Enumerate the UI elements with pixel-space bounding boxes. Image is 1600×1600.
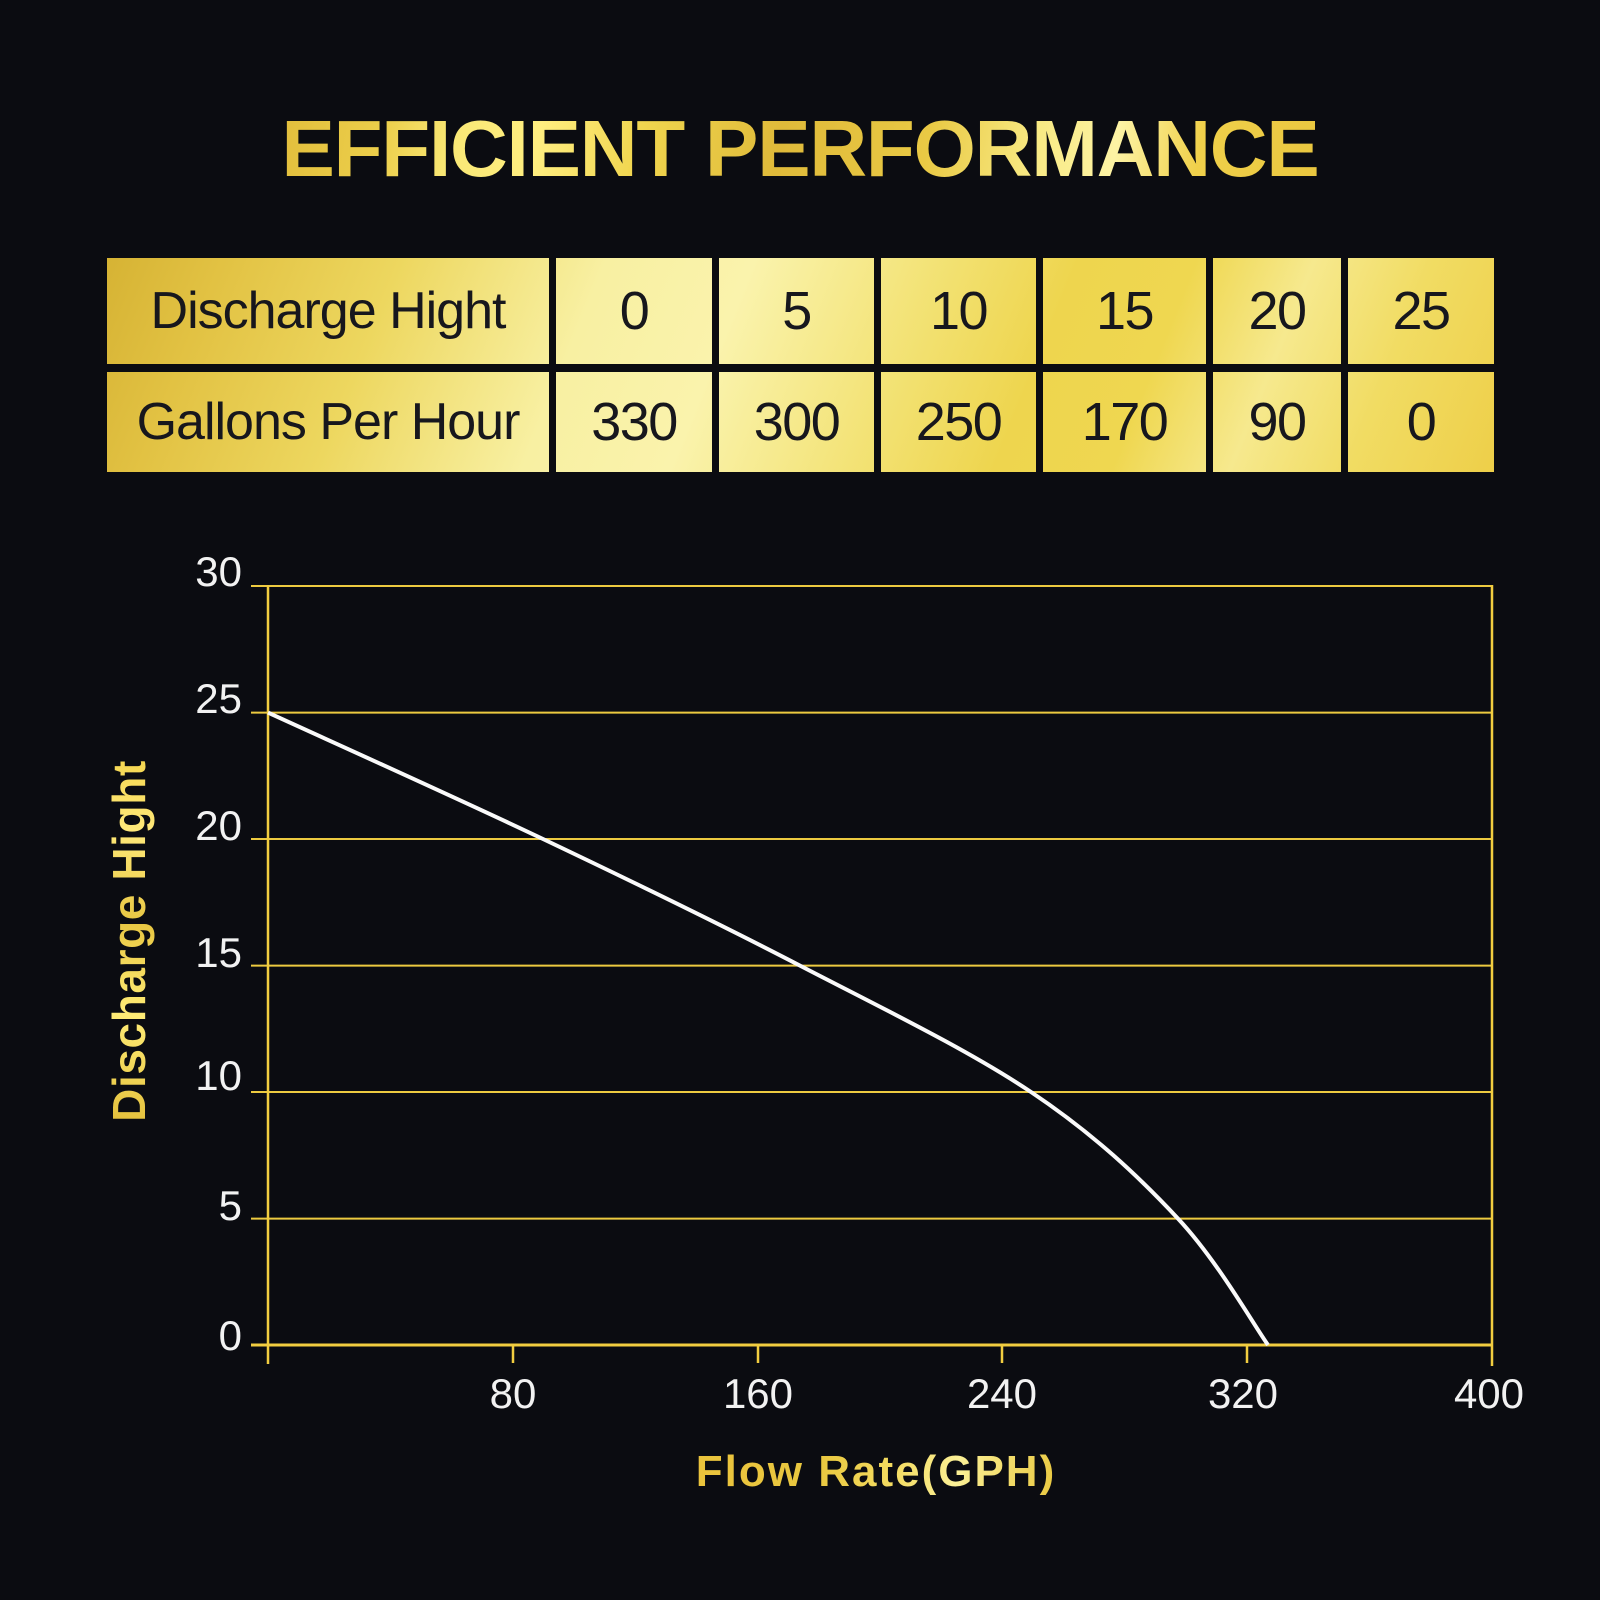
svg-text:10: 10 <box>195 1052 242 1099</box>
svg-text:20: 20 <box>195 802 242 849</box>
svg-text:15: 15 <box>195 929 242 976</box>
svg-text:30: 30 <box>195 548 242 595</box>
svg-text:240: 240 <box>967 1370 1037 1417</box>
svg-text:160: 160 <box>723 1370 793 1417</box>
svg-text:80: 80 <box>490 1370 537 1417</box>
svg-text:400: 400 <box>1454 1370 1524 1417</box>
svg-text:5: 5 <box>219 1182 242 1229</box>
svg-text:0: 0 <box>219 1312 242 1359</box>
svg-text:320: 320 <box>1208 1370 1278 1417</box>
svg-text:25: 25 <box>195 675 242 722</box>
